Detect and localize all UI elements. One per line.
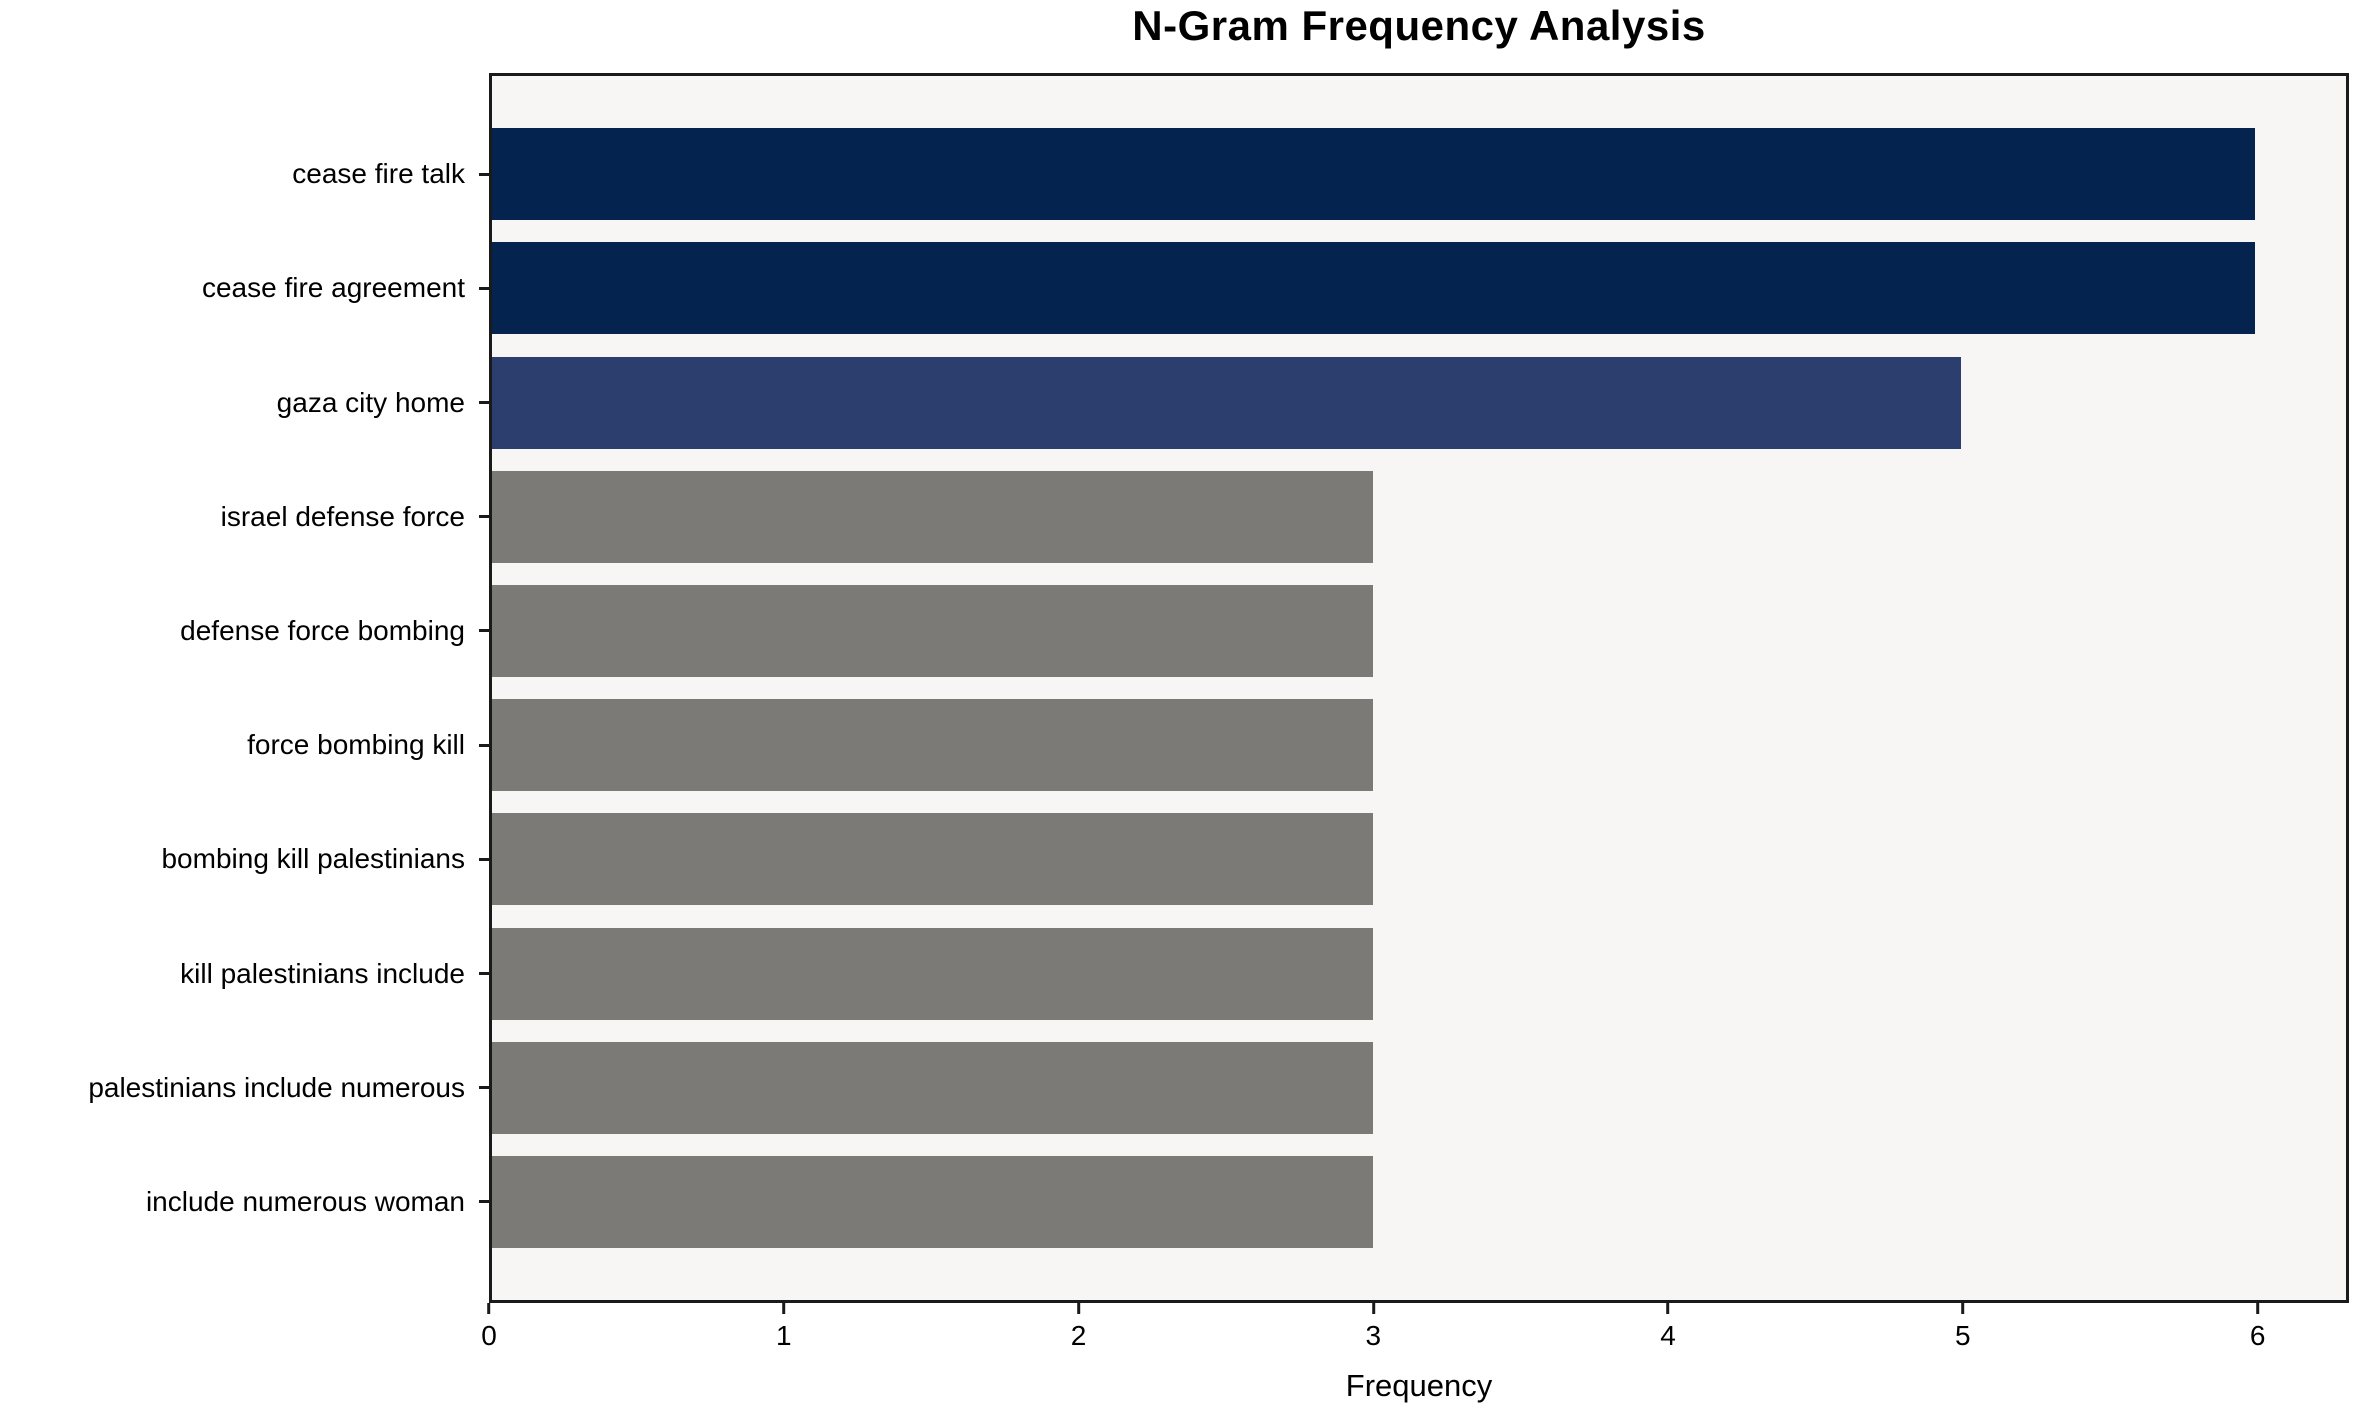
y-tick-mark — [479, 972, 489, 976]
bar-row — [492, 117, 2346, 231]
x-tick-label: 0 — [481, 1320, 497, 1351]
x-tick-mark — [1077, 1303, 1081, 1314]
y-tick-row: palestinians include numerous — [0, 1031, 489, 1145]
y-tick-mark — [479, 857, 489, 861]
x-tick-label: 3 — [1365, 1320, 1382, 1351]
bar — [492, 813, 1374, 906]
y-tick-row: cease fire talk — [0, 117, 489, 231]
x-tick: 5 — [1955, 1303, 1971, 1352]
y-tick-label: defense force bombing — [180, 614, 465, 646]
bar — [492, 584, 1374, 677]
x-tick-mark — [1666, 1303, 1670, 1314]
y-tick-label: bombing kill palestinians — [161, 843, 465, 875]
bar-row — [492, 231, 2346, 345]
y-tick-mark — [479, 172, 489, 176]
bar — [492, 242, 2255, 335]
x-tick-label: 1 — [775, 1320, 792, 1351]
y-tick-mark — [479, 1086, 489, 1090]
bar-row — [492, 574, 2346, 688]
bar-row — [492, 1145, 2346, 1259]
bar — [492, 1155, 1374, 1248]
y-tick-row: gaza city home — [0, 345, 489, 459]
x-tick: 6 — [2249, 1303, 2266, 1352]
y-tick-row: force bombing kill — [0, 688, 489, 802]
y-tick-row: defense force bombing — [0, 574, 489, 688]
y-tick-label: gaza city home — [276, 386, 465, 418]
x-tick-mark — [1371, 1303, 1375, 1314]
y-tick-mark — [479, 401, 489, 404]
x-tick-label: 2 — [1070, 1320, 1087, 1351]
bar — [492, 927, 1374, 1020]
bar-row — [492, 916, 2346, 1030]
x-tick-mark — [2256, 1303, 2260, 1314]
y-tick-label: israel defense force — [220, 500, 465, 532]
x-tick-label: 5 — [1955, 1320, 1971, 1351]
y-tick-mark — [479, 1200, 489, 1204]
bar-row — [492, 1031, 2346, 1145]
y-tick-label: cease fire talk — [292, 158, 465, 190]
y-tick-row: cease fire agreement — [0, 231, 489, 345]
plot-area — [489, 73, 2349, 1303]
y-tick-mark — [479, 515, 489, 519]
bar-row — [492, 688, 2346, 802]
bars-container — [492, 76, 2346, 1300]
bar — [492, 470, 1374, 563]
y-axis-labels: cease fire talk cease fire agreement gaza … — [0, 73, 489, 1303]
x-tick-label: 4 — [1660, 1320, 1676, 1351]
x-tick-label: 6 — [2249, 1320, 2266, 1351]
x-tick: 1 — [776, 1303, 792, 1352]
bar — [492, 699, 1374, 792]
x-tick: 2 — [1070, 1303, 1087, 1352]
chart-title: N-Gram Frequency Analysis — [1132, 2, 1706, 49]
x-tick: 0 — [481, 1303, 497, 1352]
y-tick-row: israel defense force — [0, 460, 489, 574]
y-tick-mark — [479, 286, 489, 290]
x-axis-label: Frequency — [1345, 1368, 1493, 1403]
y-tick-label: kill palestinians include — [180, 957, 465, 989]
y-tick-label: include numerous woman — [145, 1185, 465, 1217]
x-tick-mark — [782, 1303, 786, 1314]
y-tick-row: kill palestinians include — [0, 916, 489, 1030]
bar-row — [492, 802, 2346, 916]
bar — [492, 356, 1962, 449]
bar — [492, 128, 2255, 221]
y-tick-mark — [479, 629, 489, 633]
y-tick-mark — [479, 743, 489, 747]
bar-row — [492, 460, 2346, 574]
y-tick-row: bombing kill palestinians — [0, 802, 489, 916]
y-tick-label: palestinians include numerous — [88, 1071, 465, 1103]
x-tick: 4 — [1660, 1303, 1676, 1352]
x-tick-mark — [487, 1303, 491, 1314]
x-tick-mark — [1961, 1303, 1965, 1314]
x-tick: 3 — [1365, 1303, 1382, 1352]
y-tick-label: cease fire agreement — [201, 272, 465, 304]
y-tick-row: include numerous woman — [0, 1145, 489, 1259]
bar — [492, 1041, 1374, 1134]
bar-row — [492, 345, 2346, 459]
y-tick-label: force bombing kill — [247, 729, 465, 761]
